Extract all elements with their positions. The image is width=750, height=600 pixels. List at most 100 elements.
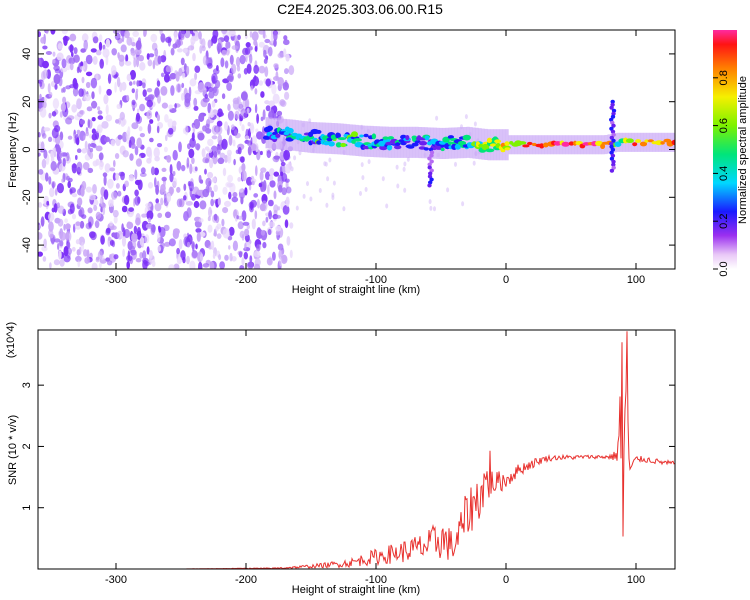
noise-speck xyxy=(241,170,247,182)
noise-speck xyxy=(62,157,66,167)
noise-speck xyxy=(224,154,228,163)
noise-speck xyxy=(367,159,371,165)
y-tick-label: 20 xyxy=(21,96,33,108)
colorbar-gradient xyxy=(713,30,737,269)
noise-speck xyxy=(239,54,246,65)
noise-speck xyxy=(243,247,251,252)
noise-speck xyxy=(92,55,98,65)
noise-speck xyxy=(174,103,177,109)
noise-speck xyxy=(118,117,121,125)
noise-speck xyxy=(42,256,47,262)
noise-speck xyxy=(253,39,258,46)
noise-speck xyxy=(283,35,288,41)
noise-speck xyxy=(56,52,64,61)
x-tick-label: -300 xyxy=(105,574,127,586)
noise-speck xyxy=(124,30,130,39)
noise-speck xyxy=(90,77,98,89)
noise-speck xyxy=(244,135,250,140)
snr-panel: -300 -200 -100 0 100 1 2 3 Height of straight l… xyxy=(5,322,676,596)
feature-blob xyxy=(428,147,434,152)
noise-speck xyxy=(59,111,63,118)
noise-speck xyxy=(97,115,104,120)
noise-speck xyxy=(99,58,104,69)
noise-speck xyxy=(39,81,43,87)
feature-blob xyxy=(429,159,434,164)
noise-speck xyxy=(262,109,266,120)
noise-speck xyxy=(260,116,264,122)
noise-speck xyxy=(156,114,160,122)
colorbar-tick-label: 0.8 xyxy=(718,70,730,85)
noise-speck xyxy=(136,137,142,149)
noise-speck xyxy=(178,239,183,250)
noise-speck xyxy=(232,240,238,252)
noise-speck xyxy=(43,127,51,132)
noise-speck xyxy=(105,104,109,115)
noise-speck xyxy=(217,197,221,206)
noise-speck xyxy=(71,193,78,198)
noise-speck xyxy=(282,81,289,91)
noise-speck xyxy=(161,102,168,109)
noise-speck xyxy=(446,187,450,193)
noise-speck xyxy=(69,188,73,195)
ridge-blob xyxy=(405,135,410,141)
noise-speck xyxy=(211,75,216,84)
noise-speck xyxy=(146,99,153,108)
noise-speck xyxy=(210,240,215,250)
noise-speck xyxy=(105,38,111,48)
ridge-blob xyxy=(266,125,273,132)
noise-speck xyxy=(78,88,84,97)
noise-speck xyxy=(284,178,290,183)
noise-speck xyxy=(211,100,216,108)
noise-speck xyxy=(240,156,245,163)
noise-speck xyxy=(249,255,253,264)
y-tick-label: 40 xyxy=(21,48,33,60)
spectrogram-x-axis-label: Height of straight line (km) xyxy=(292,284,420,296)
noise-speck xyxy=(145,203,152,208)
noise-speck xyxy=(105,257,111,262)
ridge-blob xyxy=(335,132,341,139)
noise-speck xyxy=(107,178,114,189)
noise-speck xyxy=(181,82,185,89)
noise-speck xyxy=(232,139,236,147)
noise-speck xyxy=(121,32,125,43)
noise-speck xyxy=(213,184,218,192)
noise-speck xyxy=(148,250,153,259)
noise-speck xyxy=(248,184,252,191)
noise-speck xyxy=(428,199,432,205)
noise-speck xyxy=(50,150,54,159)
noise-speck xyxy=(135,158,142,167)
ridge-blob xyxy=(486,137,493,143)
y-tick-label: 0 xyxy=(21,146,33,152)
noise-speck xyxy=(73,47,78,55)
noise-speck xyxy=(212,68,220,75)
ridge-blob xyxy=(494,139,502,144)
noise-speck xyxy=(43,96,48,103)
noise-speck xyxy=(211,135,218,140)
feature-blob xyxy=(609,141,614,146)
noise-speck xyxy=(228,135,233,146)
ridge-blob xyxy=(660,141,665,145)
figure-title: C2E4.2025.303.06.00.R15 xyxy=(277,1,443,17)
noise-speck xyxy=(176,256,182,265)
noise-speck xyxy=(51,111,57,117)
noise-speck xyxy=(225,49,230,56)
noise-speck xyxy=(49,262,52,269)
noise-speck xyxy=(168,104,173,110)
noise-speck xyxy=(80,110,85,115)
noise-speck xyxy=(239,230,245,239)
noise-speck xyxy=(186,255,190,265)
noise-speck xyxy=(95,73,99,81)
feature-blob xyxy=(609,117,614,122)
noise-speck xyxy=(318,188,322,193)
feature-blob xyxy=(610,129,616,134)
noise-speck xyxy=(163,74,170,83)
y-tick-label: -20 xyxy=(21,189,33,205)
noise-speck xyxy=(249,124,255,134)
noise-speck xyxy=(91,128,96,134)
noise-speck xyxy=(102,48,110,58)
noise-speck xyxy=(244,47,251,55)
ridge-halo-segment xyxy=(364,125,368,157)
noise-speck xyxy=(75,221,81,226)
noise-speck xyxy=(264,38,271,44)
noise-speck xyxy=(52,98,60,110)
